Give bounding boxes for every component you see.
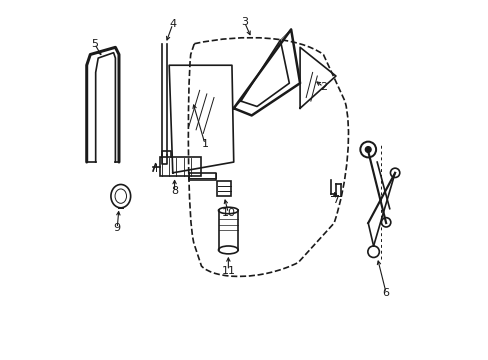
Text: 4: 4 — [169, 19, 176, 29]
Text: 10: 10 — [221, 208, 235, 218]
Text: 11: 11 — [221, 266, 235, 276]
Text: 1: 1 — [201, 139, 208, 149]
Text: 7: 7 — [332, 195, 339, 205]
Circle shape — [365, 147, 370, 152]
Bar — [217, 181, 230, 196]
Text: 6: 6 — [382, 288, 389, 298]
Bar — [160, 157, 201, 176]
Text: 5: 5 — [91, 39, 98, 49]
Text: 2: 2 — [319, 82, 326, 92]
Text: 9: 9 — [113, 224, 121, 233]
Text: 8: 8 — [171, 186, 178, 197]
Text: 3: 3 — [241, 17, 247, 27]
